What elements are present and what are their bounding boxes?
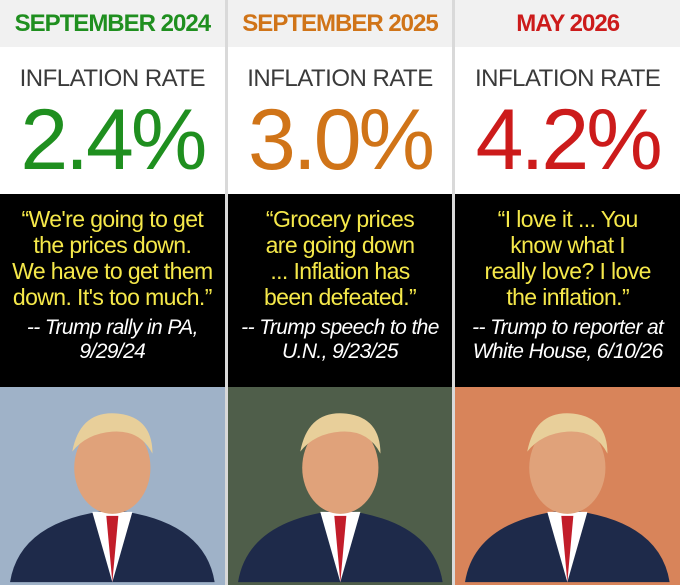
rate-value: 3.0%: [247, 92, 435, 189]
rate-value: 2.4%: [20, 92, 207, 189]
quote-line: are going down: [265, 231, 415, 258]
rate-panel: INFLATION RATE 3.0%: [227, 47, 453, 194]
photo: [0, 387, 225, 585]
rate-label: INFLATION RATE: [474, 65, 661, 93]
period-header: SEPTEMBER 2024: [0, 0, 225, 48]
column: SEPTEMBER 2024 INFLATION RATE 2.4% “We're g…: [0, 0, 225, 585]
attribution: -- Trump rally in PA, 9/29/24: [0, 316, 225, 364]
attribution: -- Trump speech to the U.N., 9/23/25: [228, 316, 453, 364]
quote-panel: “Grocery prices are going down... Inflati…: [227, 193, 453, 388]
portrait: [10, 413, 215, 583]
attribution-line: -- Trump rally in PA,: [26, 315, 199, 339]
quote-line: “We're going to get: [21, 205, 204, 232]
portrait: [237, 413, 443, 583]
rate-label: INFLATION RATE: [247, 65, 433, 93]
attribution-line: -- Trump to reporter at: [472, 315, 664, 339]
quote-panel: “We're going to get the prices down. We ha…: [0, 193, 225, 388]
period-header: MAY 2026: [455, 0, 680, 48]
rate-panel: INFLATION RATE 2.4%: [0, 47, 225, 194]
photo: [455, 387, 680, 585]
attribution-line: U.N., 9/23/25: [282, 339, 399, 363]
column: MAY 2026 INFLATION RATE 4.2% “I love it ...…: [455, 0, 680, 585]
column: SEPTEMBER 2025 INFLATION RATE 3.0% “Grocery…: [227, 0, 453, 585]
rate-panel: INFLATION RATE 4.2%: [455, 47, 680, 194]
quote-line: the prices down.: [33, 231, 192, 258]
photo: [227, 387, 453, 585]
quote-line: know what I: [510, 231, 626, 258]
quote-line: been defeated.”: [263, 283, 417, 310]
quote-line: the inflation.”: [506, 283, 630, 310]
quote-line: ... Inflation has: [270, 257, 410, 284]
attribution-line: White House, 6/10/26: [472, 339, 664, 363]
period-header: SEPTEMBER 2025: [227, 0, 453, 48]
rate-label: INFLATION RATE: [19, 65, 206, 93]
quote-line: We have to get them: [12, 257, 213, 284]
rate-value: 4.2%: [475, 92, 663, 189]
quote-line: “Grocery prices: [265, 205, 415, 232]
portrait: [465, 413, 670, 583]
quote-line: down. It's too much.”: [12, 283, 212, 310]
quote-line: really love? I love: [484, 257, 652, 284]
attribution: -- Trump to reporter at White House, 6/10…: [455, 316, 680, 364]
attribution-line: 9/29/24: [79, 339, 146, 363]
quote-line: “I love it ... You: [497, 205, 639, 232]
attribution-line: -- Trump speech to the: [241, 315, 439, 339]
